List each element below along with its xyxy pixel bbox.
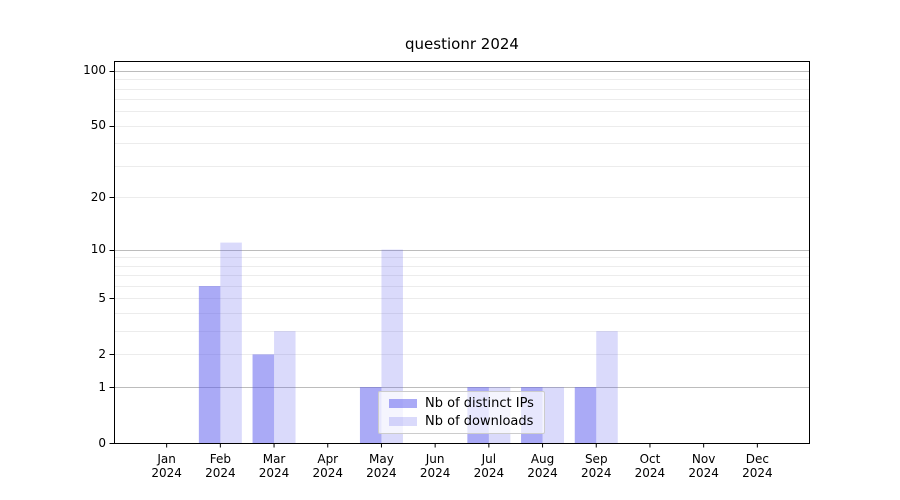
legend-item-downloads: Nb of downloads bbox=[389, 413, 544, 430]
x-tick-year: 2024 bbox=[312, 465, 344, 480]
x-tick-label: Oct 2024 bbox=[622, 452, 678, 480]
x-tick-year: 2024 bbox=[688, 465, 719, 480]
x-tick-month: Nov bbox=[691, 452, 716, 466]
x-tick-month: Dec bbox=[745, 452, 769, 466]
x-tick-label: Nov 2024 bbox=[676, 452, 732, 480]
x-tick-month: Sep bbox=[584, 452, 608, 466]
x-tick-year: 2024 bbox=[634, 465, 666, 480]
y-tick-label: 0 bbox=[98, 435, 106, 450]
x-tick-month: Jan bbox=[157, 452, 176, 466]
bar-distinct-ips-may bbox=[359, 387, 382, 444]
x-tick-label: Jul 2024 bbox=[461, 452, 517, 480]
x-tick-year: 2024 bbox=[258, 465, 290, 480]
x-tick-year: 2024 bbox=[473, 465, 505, 480]
x-tick-year: 2024 bbox=[366, 465, 397, 480]
bar-distinct-ips-mar bbox=[252, 354, 275, 444]
legend-item-distinct-ips: Nb of distinct IPs bbox=[389, 395, 544, 412]
legend-swatch-downloads-icon bbox=[389, 417, 417, 426]
legend: Nb of distinct IPs Nb of downloads bbox=[378, 391, 545, 434]
y-tick-label: 5 bbox=[98, 290, 106, 305]
y-tick-label: 1 bbox=[98, 379, 106, 394]
x-tick-label: Apr 2024 bbox=[300, 452, 356, 480]
y-tick-label: 100 bbox=[83, 63, 106, 78]
x-tick-month: Mar bbox=[262, 452, 286, 466]
chart-title: questionr 2024 bbox=[405, 35, 519, 53]
x-tick-month: Apr bbox=[317, 452, 339, 466]
x-tick-label: Jan 2024 bbox=[139, 452, 195, 480]
x-tick-month: Jun bbox=[425, 452, 445, 466]
x-tick-month: Oct bbox=[639, 452, 661, 466]
bar-distinct-ips-feb bbox=[198, 286, 221, 444]
bar-downloads-sep bbox=[596, 331, 618, 444]
x-tick-label: Jun 2024 bbox=[407, 452, 463, 480]
x-tick-month: Aug bbox=[530, 452, 555, 466]
bar-downloads-aug bbox=[542, 387, 565, 444]
legend-swatch-distinct-ips-icon bbox=[389, 399, 417, 408]
y-tick-label: 10 bbox=[90, 242, 106, 257]
x-tick-year: 2024 bbox=[151, 465, 182, 480]
plot-border bbox=[114, 61, 810, 444]
x-tick-year: 2024 bbox=[419, 465, 451, 480]
x-tick-label: Sep 2024 bbox=[568, 452, 624, 480]
x-tick-label: Mar 2024 bbox=[246, 452, 302, 480]
x-tick-label: Dec 2024 bbox=[729, 452, 785, 480]
x-tick-year: 2024 bbox=[742, 465, 773, 480]
x-tick-month: Jul bbox=[481, 452, 497, 466]
bar-distinct-ips-sep bbox=[574, 387, 597, 444]
y-tick-label: 50 bbox=[90, 118, 106, 133]
x-tick-label: Aug 2024 bbox=[515, 452, 571, 480]
bar-downloads-feb bbox=[220, 242, 242, 444]
x-tick-month: May bbox=[369, 452, 394, 466]
x-tick-year: 2024 bbox=[527, 465, 558, 480]
bar-downloads-mar bbox=[274, 331, 296, 444]
legend-label-distinct-ips: Nb of distinct IPs bbox=[425, 396, 534, 411]
x-tick-year: 2024 bbox=[205, 465, 236, 480]
y-tick-label: 20 bbox=[90, 189, 106, 204]
x-tick-label: May 2024 bbox=[353, 452, 409, 480]
x-tick-month: Feb bbox=[209, 452, 231, 466]
x-tick-year: 2024 bbox=[580, 465, 612, 480]
legend-label-downloads: Nb of downloads bbox=[425, 414, 534, 429]
x-tick-label: Feb 2024 bbox=[192, 452, 248, 480]
y-tick-label: 2 bbox=[98, 346, 106, 361]
